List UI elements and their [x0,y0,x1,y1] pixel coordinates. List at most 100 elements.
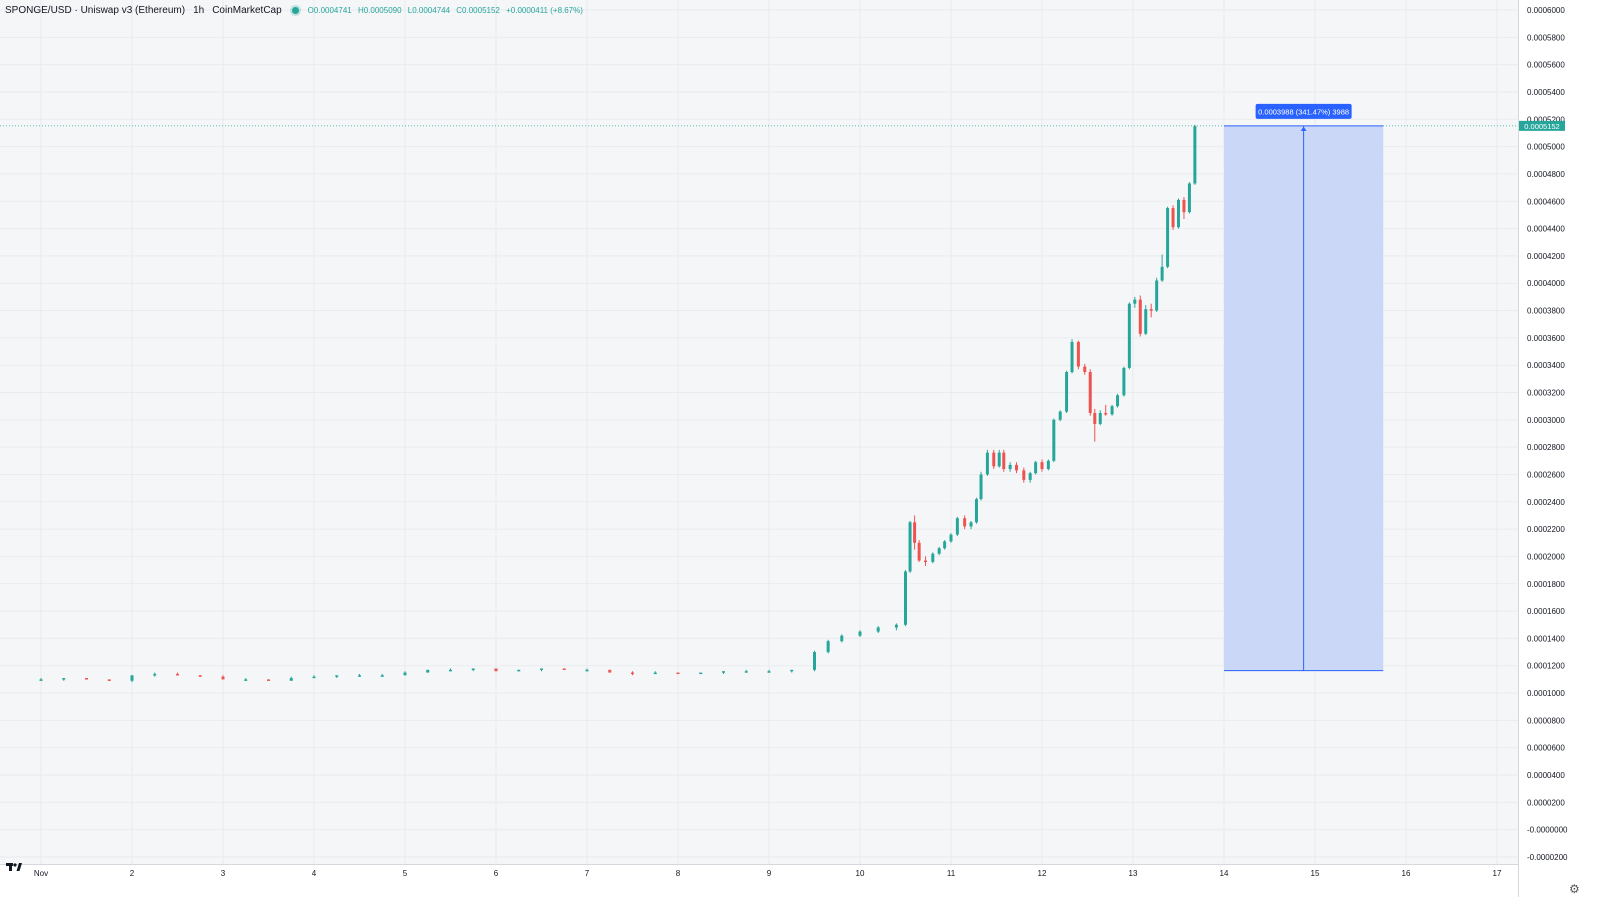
candle [1182,197,1186,220]
candle-body [540,668,543,670]
candle [1098,410,1102,426]
time-axis[interactable]: Nov 2 3 4 5 6 7 8 9 10 11 12 13 14 15 16 17 [0,864,1518,897]
candle-body [1127,303,1131,368]
candle [1083,363,1087,375]
candle-body [1083,366,1087,373]
candle [1008,462,1012,472]
candle-body [955,518,959,535]
candle-body [917,542,921,561]
time-tick-label: 11 [947,869,956,878]
price-tick-label: -0.0000200 [1527,853,1568,862]
candle-body [1104,413,1108,415]
candle [1160,254,1164,282]
candle-body [924,560,928,563]
candle-body [312,676,316,679]
candle-body [908,522,912,572]
time-tick-label: 16 [1402,869,1411,878]
candle [267,679,270,681]
candle [471,668,475,672]
gear-icon[interactable]: ⚙ [1569,882,1580,896]
price-tick-label: 0.0002400 [1527,498,1565,507]
last-price-tag-bg [1519,120,1565,131]
candle [949,533,953,543]
candle [913,515,917,550]
tradingview-logo-icon[interactable] [6,860,22,874]
candle [904,570,907,627]
candle [924,556,928,567]
price-tick-label: 0.0005400 [1527,88,1565,97]
price-range-measure[interactable]: 0.0003988 (341.47%) 3988 [1224,103,1384,672]
candle [1065,370,1069,414]
candle-body [1149,309,1153,311]
candle-body [894,624,898,628]
time-tick-label: 10 [856,869,865,878]
candle-body [1177,199,1180,228]
price-tick-label: 0.0005200 [1527,115,1565,124]
price-axis[interactable]: 0.0006000 0.0005800 0.0005600 0.0005400 0.00… [1518,0,1600,897]
time-tick-label: 12 [1038,869,1047,878]
price-tick-label: 0.0003000 [1527,416,1565,425]
candle-body [653,672,657,675]
candle-body [426,669,430,673]
candles [0,124,1518,683]
candle-body [1155,280,1159,311]
candle-body [1093,413,1097,424]
candle [1116,393,1120,408]
source-label: CoinMarketCap [212,4,282,16]
price-tick-label: 0.0001800 [1527,580,1565,589]
price-tick-label: 0.0004400 [1527,225,1565,234]
candle-body [130,675,134,681]
candle [840,634,844,643]
candle-body [1116,395,1120,407]
candle [107,679,111,681]
ohlc-close: C0.0005152 [456,5,500,15]
candle-body [562,668,566,670]
candle-body [969,522,973,527]
candle-body [289,678,293,681]
candle-body [358,675,361,677]
candle [335,675,339,679]
candle [85,678,88,680]
price-tick-label: 0.0004200 [1527,252,1565,261]
candle [1052,418,1056,463]
candle-body [471,668,475,670]
candle [562,668,566,670]
candle [608,669,612,673]
candle [1149,303,1153,318]
candle-body [221,676,225,680]
time-tick-label: 14 [1220,869,1229,878]
candle [1133,296,1137,308]
candle-body [585,669,589,672]
price-tick-label: 0.0001200 [1527,662,1565,671]
ohlc-open: O0.0004741 [307,5,352,15]
candle-body [1088,372,1092,414]
price-tick-label: -0.0000000 [1527,826,1568,835]
candle-body [267,679,270,681]
candle-body [1070,341,1074,373]
candle [1166,206,1170,269]
candle [937,546,941,556]
candle [894,623,898,631]
candle [1155,277,1159,312]
price-tick-label: 0.0002200 [1527,525,1565,534]
time-tick-label: Nov [34,869,48,878]
candle [876,626,880,633]
candle [1040,459,1044,472]
candle-body [62,678,66,680]
candle-body [1098,413,1102,424]
candle [244,678,248,681]
price-tick-label: 0.0005800 [1527,33,1565,42]
candle-body [858,631,862,636]
candle [790,669,794,673]
price-tick-label: 0.0001400 [1527,634,1565,643]
interval-label[interactable]: 1h [193,4,205,16]
candle [969,520,973,530]
candle-body [39,679,43,681]
candle [62,678,66,681]
last-price-tag: 0.0005152 [1524,122,1559,131]
candle-body [913,522,917,543]
time-tick-label: 17 [1493,869,1502,878]
candle [585,668,589,672]
symbol-title[interactable]: SPONGE/USD · Uniswap v3 (Ethereum) [5,4,186,16]
